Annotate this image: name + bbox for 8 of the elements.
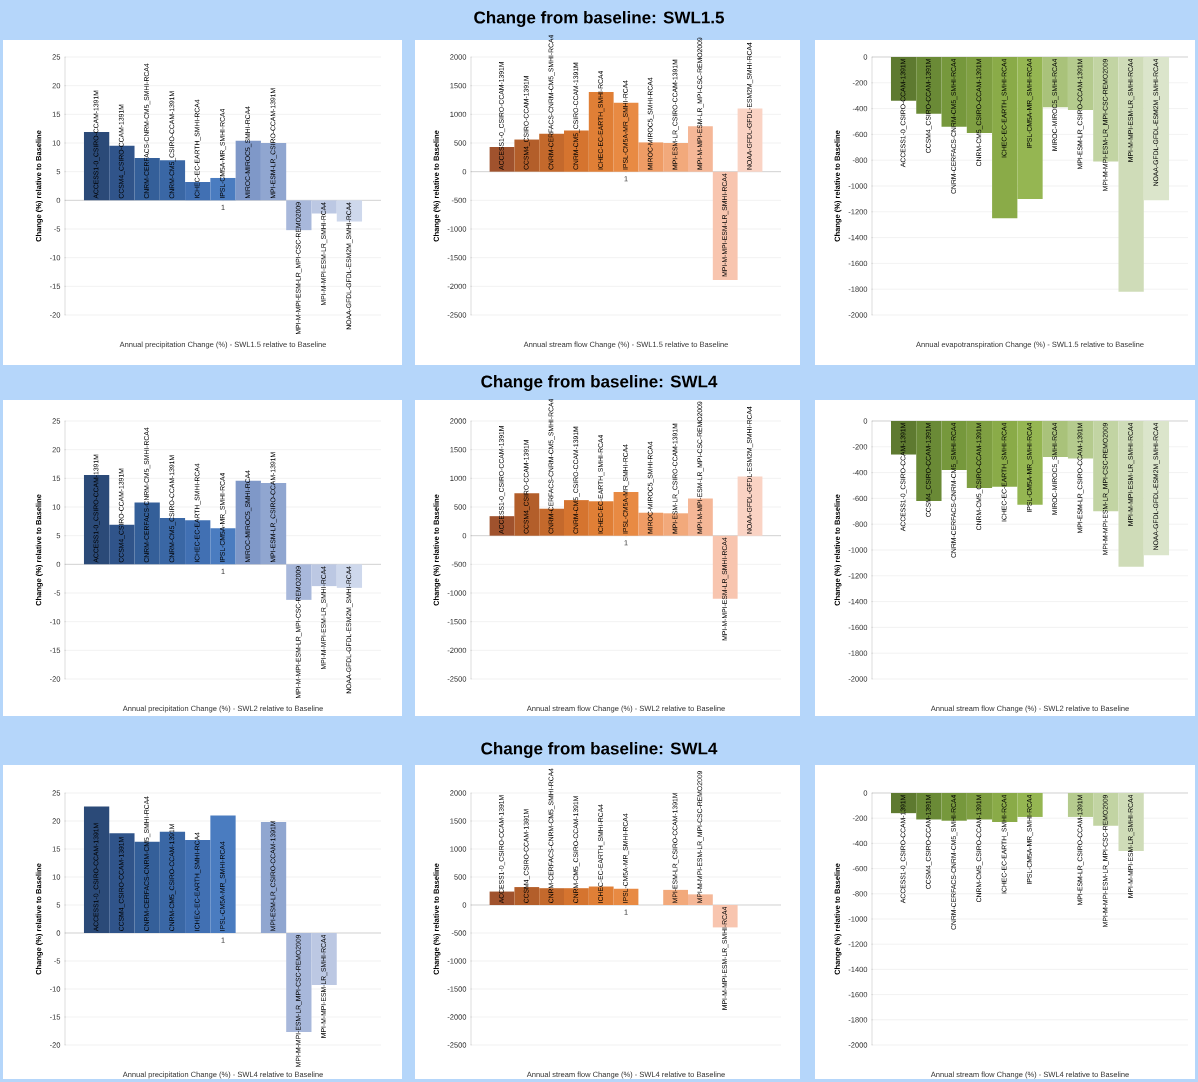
chart-title: Change from baseline: SWL4 (481, 375, 718, 391)
bar (210, 815, 236, 933)
bar (260, 822, 287, 933)
bar (83, 806, 110, 933)
bar (712, 171, 738, 281)
chart-title: Change from baseline: SWL4 (481, 742, 718, 758)
chart-title: Change from baseline: SWL1.5 (474, 11, 725, 27)
bar (109, 833, 135, 933)
